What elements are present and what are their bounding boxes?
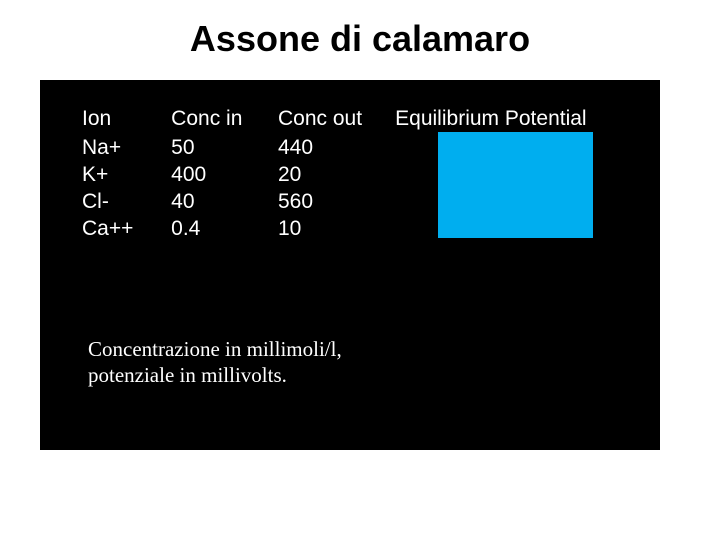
cell-conc-in: 50 (167, 135, 274, 162)
col-header-ion: Ion (78, 106, 167, 135)
cell-ion: Ca++ (78, 216, 167, 243)
cell-conc-out: 20 (274, 162, 391, 189)
caption-line-1: Concentrazione in millimoli/l, (88, 336, 342, 362)
col-header-conc-in: Conc in (167, 106, 274, 135)
cell-conc-out: 560 (274, 189, 391, 216)
cell-conc-in: 40 (167, 189, 274, 216)
cell-conc-out: 440 (274, 135, 391, 162)
caption-line-2: potenziale in millivolts. (88, 362, 342, 388)
cell-ion: K+ (78, 162, 167, 189)
caption: Concentrazione in millimoli/l, potenzial… (88, 336, 342, 389)
cell-ion: Cl- (78, 189, 167, 216)
cell-ion: Na+ (78, 135, 167, 162)
cell-conc-in: 400 (167, 162, 274, 189)
cell-conc-in: 0.4 (167, 216, 274, 243)
equilibrium-potential-overlay (438, 132, 593, 238)
cell-conc-out: 10 (274, 216, 391, 243)
content-panel: Ion Conc in Conc out Equilibrium Potenti… (40, 80, 660, 450)
col-header-conc-out: Conc out (274, 106, 391, 135)
page-title: Assone di calamaro (0, 18, 720, 60)
col-header-eq: Equilibrium Potential (391, 106, 638, 135)
table-header-row: Ion Conc in Conc out Equilibrium Potenti… (78, 106, 638, 135)
